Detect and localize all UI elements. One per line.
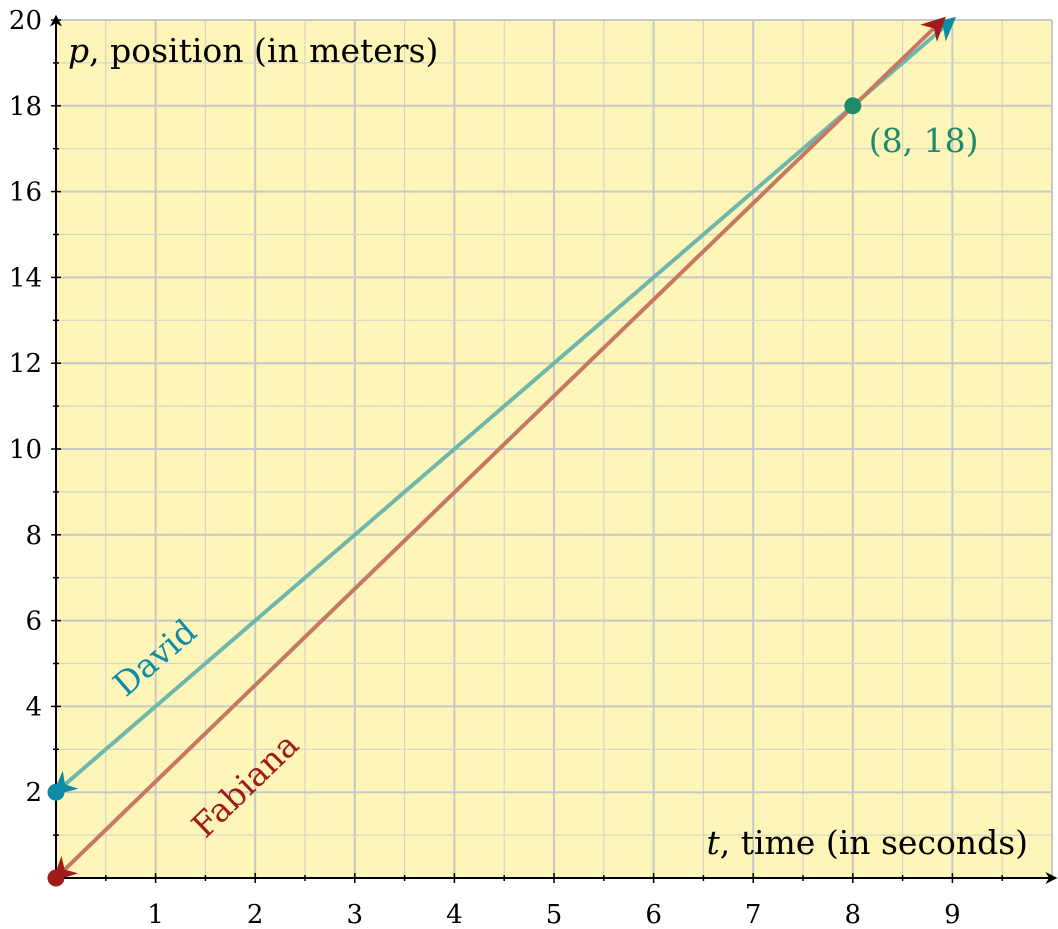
y-axis-title: p, position (in meters) xyxy=(68,31,438,70)
intersection-label: (8, 18) xyxy=(869,121,979,160)
x-tick-label: 3 xyxy=(347,900,364,929)
y-tick-label: 6 xyxy=(25,607,42,637)
y-tick-label: 10 xyxy=(9,435,42,465)
x-axis-title-text: , time (in seconds) xyxy=(720,823,1028,862)
y-tick-label: 2 xyxy=(25,778,42,808)
x-tick-label: 4 xyxy=(446,900,463,929)
y-tick-label: 20 xyxy=(9,6,42,36)
x-tick-label: 9 xyxy=(944,900,961,929)
series-line-fabiana xyxy=(52,16,946,882)
start-point-fabiana xyxy=(47,869,65,887)
x-tick-label: 1 xyxy=(147,900,164,929)
intersection-point xyxy=(844,97,862,115)
y-tick-label: 14 xyxy=(9,263,42,293)
x-tick-label: 6 xyxy=(645,900,662,929)
axes xyxy=(50,14,1058,884)
y-tick-label: 12 xyxy=(9,349,42,379)
y-tick-label: 4 xyxy=(25,692,42,722)
x-tick-label: 5 xyxy=(546,900,563,929)
series-lines xyxy=(52,16,957,882)
x-tick-label: 8 xyxy=(845,900,862,929)
y-tick-label: 8 xyxy=(25,521,42,551)
x-axis-variable: t xyxy=(706,823,720,862)
data-points xyxy=(47,97,862,887)
start-point-david xyxy=(47,783,65,801)
x-tick-label: 2 xyxy=(247,900,264,929)
y-tick-label: 18 xyxy=(9,92,42,122)
y-tick-label: 16 xyxy=(9,178,42,208)
x-tick-label: 7 xyxy=(745,900,762,929)
y-axis-variable: p xyxy=(68,31,89,70)
x-axis-title: t, time (in seconds) xyxy=(706,823,1028,862)
y-axis-title-text: , position (in meters) xyxy=(89,31,438,70)
